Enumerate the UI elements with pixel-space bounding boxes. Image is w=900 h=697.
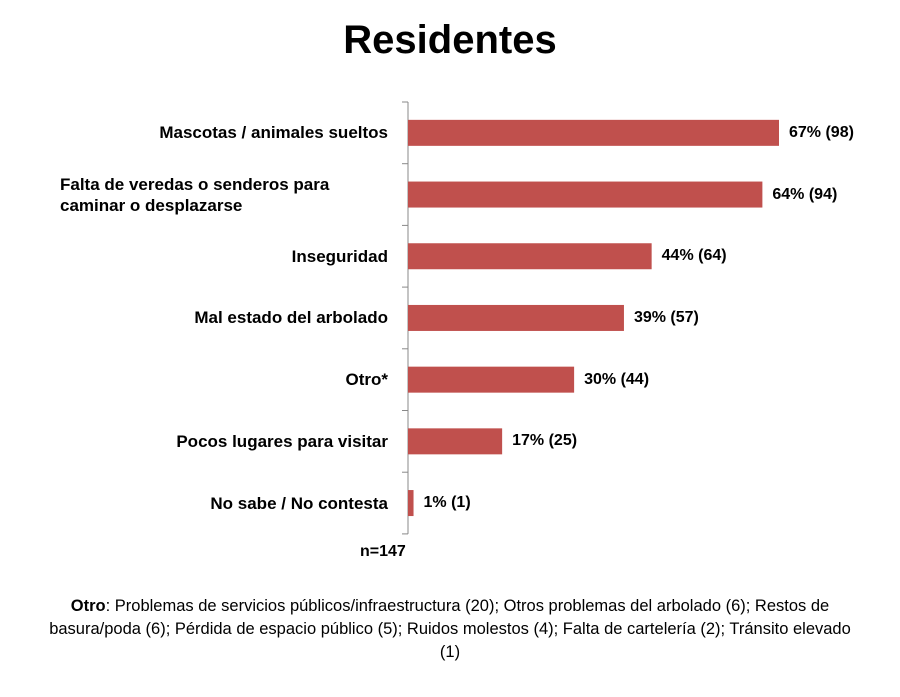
category-text: No sabe / No contesta [210, 493, 388, 513]
category-text: Pocos lugares para visitar [176, 431, 388, 451]
category-text: Mal estado del arbolado [194, 308, 388, 328]
category-label: Otro* [60, 369, 389, 390]
value-label: 64% (94) [772, 185, 838, 203]
category-label: Pocos lugares para visitar [60, 431, 388, 452]
category-text: Mascotas / animales sueltos [159, 123, 388, 143]
category-label: Inseguridad [60, 246, 388, 267]
value-label: 67% (98) [789, 123, 854, 141]
footnote-text: : Problemas de servicios públicos/infrae… [49, 597, 851, 661]
sample-note: n=147 [360, 543, 406, 560]
bar [408, 119, 779, 146]
category-label: No sabe / No contesta [60, 493, 388, 514]
bar [408, 181, 763, 208]
category-text: Otro* [345, 370, 389, 390]
value-label: 30% (44) [584, 370, 650, 388]
value-label: 39% (57) [633, 308, 699, 326]
category-text: Falta de veredas o senderos para caminar… [60, 174, 330, 215]
footnote: Otro: Problemas de servicios públicos/in… [40, 595, 860, 664]
bar [408, 428, 503, 455]
chart-title: Residentes [343, 18, 557, 62]
value-label: 44% (64) [661, 247, 727, 265]
category-label: Mal estado del arbolado [60, 307, 388, 328]
bar [408, 304, 624, 331]
bar [408, 366, 575, 393]
bar [408, 490, 414, 517]
value-label: 17% (25) [512, 432, 578, 450]
category-text: Inseguridad [291, 246, 388, 266]
value-label: 1% (1) [423, 494, 471, 512]
category-label: Mascotas / animales sueltos [60, 122, 388, 143]
category-label: Falta de veredas o senderos para caminar… [60, 174, 388, 216]
bar [408, 243, 652, 270]
footnote-label: Otro [70, 597, 106, 615]
